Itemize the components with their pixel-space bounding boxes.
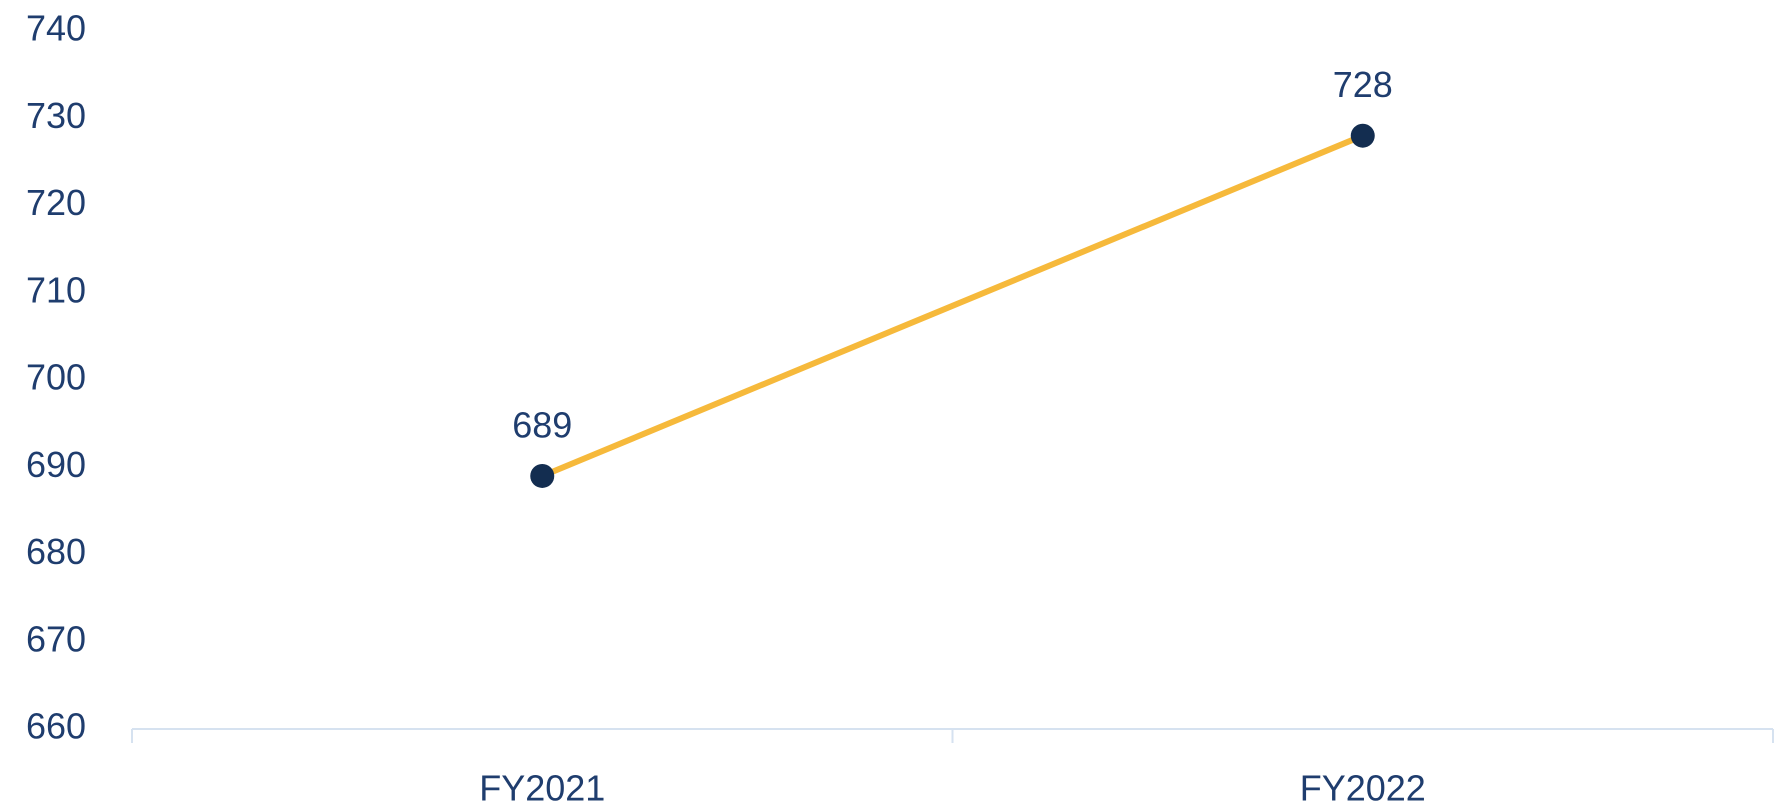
x-tick-label: FY2021 [479,768,605,807]
line [539,132,1366,479]
y-tick-label: 740 [26,8,86,49]
x-tick-label: FY2022 [1300,768,1426,807]
y-tick-label: 720 [26,182,86,223]
y-tick-label: 700 [26,357,86,398]
y-tick-label: 730 [26,95,86,136]
y-tick-label: 710 [26,269,86,310]
y-tick-label: 670 [26,618,86,659]
data-label: 689 [512,404,572,445]
marker [1350,123,1375,148]
data-label: 728 [1333,64,1393,105]
marker [530,463,555,488]
y-tick-label: 690 [26,444,86,485]
y-tick-label: 660 [26,706,86,747]
y-tick-label: 680 [26,531,86,572]
